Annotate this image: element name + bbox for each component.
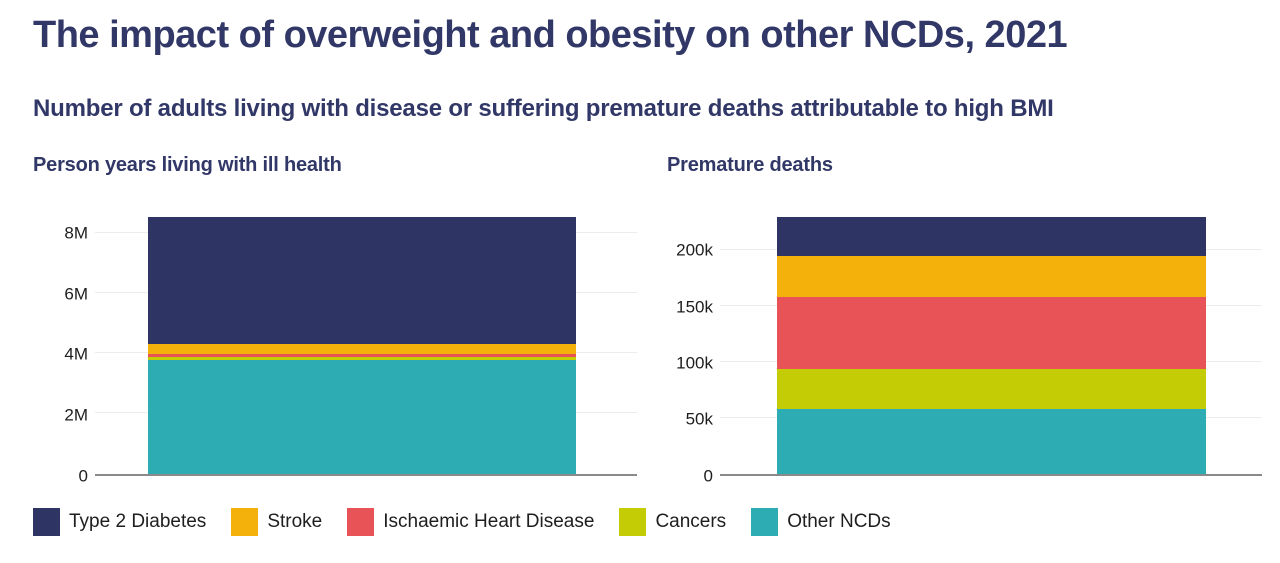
y-tick-label-200k: 200k	[676, 240, 713, 260]
legend-label-cancers: Cancers	[655, 510, 727, 532]
legend-swatch-stroke	[231, 507, 259, 536]
bar-segment-ischaemic-heart-disease[interactable]	[777, 296, 1206, 370]
legend-swatch-ischaemic-heart-disease	[347, 507, 375, 536]
y-tick-label-50k: 50k	[685, 409, 713, 429]
legend-label-type-2-diabetes: Type 2 Diabetes	[69, 510, 207, 532]
y-tick-label-100k: 100k	[676, 353, 713, 373]
legend-item-cancers[interactable]: Cancers	[619, 507, 727, 536]
legend-swatch-cancers	[619, 507, 647, 536]
y-tick-label-6m: 6M	[64, 284, 88, 304]
stacked-bar	[777, 216, 1206, 474]
plot-area-ill-health	[95, 216, 637, 476]
legend-swatch-other-ncds	[751, 507, 779, 536]
bar-segment-ischaemic-heart-disease[interactable]	[148, 354, 576, 358]
y-axis-labels: 0 50k 100k 150k 200k	[667, 217, 713, 484]
y-tick-label-0: 0	[78, 466, 88, 486]
y-tick-label-2m: 2M	[64, 405, 88, 425]
plot-row: 0 50k 100k 150k 200k	[667, 216, 1262, 484]
page-subtitle: Number of adults living with disease or …	[33, 94, 1054, 122]
chart-panel-ill-health: Person years living with ill health 0 2M 4…	[33, 153, 637, 484]
bar-segment-type-2-diabetes[interactable]	[148, 216, 576, 345]
legend-item-ischaemic-heart-disease[interactable]: Ischaemic Heart Disease	[347, 507, 595, 536]
legend-item-other-ncds[interactable]: Other NCDs	[751, 507, 891, 536]
legend-swatch-type-2-diabetes	[33, 507, 60, 536]
legend-label-stroke: Stroke	[267, 510, 323, 532]
bar-segment-other-ncds[interactable]	[148, 359, 576, 474]
bar-segment-type-2-diabetes[interactable]	[777, 216, 1206, 256]
legend-label-other-ncds: Other NCDs	[787, 510, 891, 532]
bar-segment-other-ncds[interactable]	[777, 409, 1206, 474]
page-title: The impact of overweight and obesity on …	[33, 14, 1068, 56]
chart-title-premature-deaths: Premature deaths	[667, 153, 833, 176]
bar-segment-stroke[interactable]	[148, 344, 576, 355]
legend-item-type-2-diabetes[interactable]: Type 2 Diabetes	[33, 507, 207, 536]
y-tick-label-0: 0	[703, 466, 713, 486]
plot-row: 0 2M 4M 6M 8M	[33, 216, 637, 484]
bar-segment-cancers[interactable]	[148, 357, 576, 360]
plot-area-premature-deaths	[720, 216, 1262, 476]
stacked-bar	[148, 216, 576, 474]
chart-title-ill-health: Person years living with ill health	[33, 153, 342, 176]
bar-segment-cancers[interactable]	[777, 369, 1206, 410]
y-tick-label-4m: 4M	[64, 344, 88, 364]
bar-segment-stroke[interactable]	[777, 255, 1206, 297]
y-tick-label-8m: 8M	[64, 223, 88, 243]
chart-panel-premature-deaths: Premature deaths 0 50k 100k 150k 200k	[667, 153, 1262, 484]
legend-label-ischaemic-heart-disease: Ischaemic Heart Disease	[383, 510, 595, 532]
y-axis-labels: 0 2M 4M 6M 8M	[33, 217, 88, 484]
y-tick-label-150k: 150k	[676, 297, 713, 317]
chart-legend: Type 2 Diabetes Stroke Ischaemic Heart Dis…	[33, 507, 1262, 536]
legend-item-stroke[interactable]: Stroke	[231, 507, 323, 536]
charts-row: Person years living with ill health 0 2M 4…	[33, 153, 1262, 484]
